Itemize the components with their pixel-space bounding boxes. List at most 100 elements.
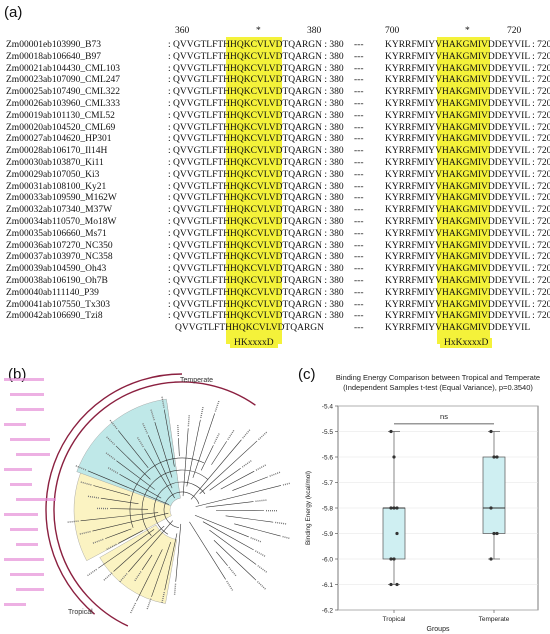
sequence-gap: --- bbox=[354, 193, 364, 204]
sequence-left: : QVVGTLFTHHQKCVLVDTQARGN : 380 bbox=[168, 122, 344, 133]
sequence-right: KYRRFMIYVHAKGMIVDDEYVIL : 720 bbox=[385, 134, 550, 145]
sequence-name: Zm00035ab106660_Ms71 bbox=[6, 228, 107, 239]
tip-label bbox=[177, 424, 180, 437]
sequence-name: Zm00033ab109590_M162W bbox=[6, 193, 117, 204]
leaf-label-mark bbox=[4, 378, 44, 381]
phylogenetic-tree: Temperate Tropical bbox=[4, 373, 290, 627]
sequence-gap: --- bbox=[354, 276, 364, 286]
data-point bbox=[495, 455, 499, 459]
data-point bbox=[395, 582, 399, 587]
sequence-left: : QVVGTLFTHHQKCVLVDTQARGN : 380 bbox=[168, 311, 344, 322]
tree-branch bbox=[234, 523, 281, 537]
tree-internal-arc bbox=[153, 481, 206, 535]
y-tick-label: -5.9 bbox=[322, 531, 334, 538]
x-axis-label: Groups bbox=[427, 626, 450, 633]
sequence-left: : QVVGTLFTHHQKCVLVDTQARGN : 380 bbox=[168, 287, 344, 298]
sequence-gap: --- bbox=[354, 299, 364, 310]
tip-label bbox=[250, 537, 263, 543]
leaf-label-mark bbox=[4, 603, 26, 606]
clade-arc-inner bbox=[45, 373, 183, 615]
sequence-gap: --- bbox=[354, 110, 364, 121]
tip-label bbox=[275, 521, 288, 525]
position-label-700: 700 bbox=[385, 26, 400, 36]
tree-branch bbox=[189, 521, 226, 580]
y-tick-label: -5.4 bbox=[322, 404, 334, 411]
tip-label bbox=[129, 602, 137, 615]
sequence-right: KYRRFMIYVHAKGMIVDDEYVIL : 720 bbox=[385, 264, 550, 275]
tree-branch bbox=[116, 460, 156, 490]
sequence-left: : QVVGTLFTHHQKCVLVDTQARGN : 380 bbox=[168, 110, 344, 121]
data-point bbox=[489, 557, 493, 561]
tree-branch bbox=[136, 549, 163, 602]
consensus-left: QVVGTLFTHHQKCVLVDTQARGN bbox=[175, 323, 325, 334]
tree-branch bbox=[80, 512, 159, 522]
tree-branch bbox=[105, 528, 132, 539]
sequence-gap: --- bbox=[354, 169, 364, 180]
tree-branch bbox=[199, 440, 258, 494]
tip-label bbox=[241, 459, 253, 468]
tree-branch bbox=[202, 521, 254, 551]
leaf-label-mark bbox=[4, 558, 44, 561]
sequence-right: KYRRFMIYVHAKGMIVDDEYVIL : 720 bbox=[385, 276, 550, 286]
sequence-gap: --- bbox=[354, 311, 364, 322]
sequence-name: Zm00039ab104590_Oh43 bbox=[6, 264, 107, 275]
tree-branch bbox=[232, 476, 268, 491]
tree-branch bbox=[93, 485, 131, 496]
sequence-gap: --- bbox=[354, 146, 364, 157]
tree-branch bbox=[211, 441, 227, 465]
sequence-right: KYRRFMIYVHAKGMIVDDEYVIL : 720 bbox=[385, 287, 550, 298]
tree-branch bbox=[87, 470, 170, 505]
data-point bbox=[395, 531, 399, 536]
tree-branch bbox=[113, 525, 165, 572]
motif-label-right: HxKxxxxD bbox=[440, 338, 493, 348]
sequence-left: : QVVGTLFTHHQKCVLVDTQARGN : 380 bbox=[168, 169, 344, 180]
tree-internal-arc bbox=[163, 491, 200, 529]
sequence-name: Zm00020ab104520_CML69 bbox=[6, 122, 116, 133]
tree-branch bbox=[178, 438, 180, 457]
data-point bbox=[392, 455, 396, 459]
tree-branch bbox=[175, 523, 182, 582]
conserved-star-left: * bbox=[256, 26, 261, 36]
sequence-gap: --- bbox=[354, 63, 364, 74]
tree-branch bbox=[119, 473, 162, 499]
tree-branch bbox=[141, 554, 153, 571]
y-tick-label: -5.7 bbox=[322, 480, 334, 487]
sequence-gap: --- bbox=[354, 51, 364, 62]
sequence-left: : QVVGTLFTHHQKCVLVDTQARGN : 380 bbox=[168, 158, 344, 168]
data-point bbox=[489, 506, 493, 510]
tree-branch bbox=[205, 501, 254, 508]
tree-branch bbox=[186, 419, 201, 487]
sequence-gap: --- bbox=[354, 264, 364, 275]
y-axis-label: Binding Energy (kcal/mol) bbox=[305, 471, 312, 545]
sequence-name: Zm00018ab106640_B97 bbox=[6, 51, 101, 62]
tip-label bbox=[146, 598, 152, 611]
box-temperate bbox=[482, 456, 506, 534]
sequence-right: KYRRFMIYVHAKGMIVDDEYVIL : 720 bbox=[385, 240, 550, 251]
position-label-360: 360 bbox=[175, 26, 190, 36]
sequence-right: KYRRFMIYVHAKGMIVDDEYVIL : 720 bbox=[385, 158, 550, 168]
clade-arc-outer bbox=[53, 381, 256, 627]
sequence-gap: --- bbox=[354, 87, 364, 98]
sequence-left: : QVVGTLFTHHQKCVLVDTQARGN : 380 bbox=[168, 75, 344, 86]
tip-label bbox=[228, 566, 238, 577]
tree-branch bbox=[213, 540, 257, 581]
sequence-gap: --- bbox=[354, 134, 364, 145]
leaf-label-mark bbox=[16, 588, 44, 591]
tree-branch bbox=[110, 508, 149, 510]
sequence-gap: --- bbox=[354, 75, 364, 86]
tip-label bbox=[187, 414, 190, 427]
sequence-right: KYRRFMIYVHAKGMIVDDEYVIL : 720 bbox=[385, 193, 550, 204]
temperate-label: Temperate bbox=[180, 377, 213, 384]
y-tick-label: -5.5 bbox=[322, 429, 334, 436]
tree-branch bbox=[163, 409, 175, 467]
sequence-right: KYRRFMIYVHAKGMIVDDEYVIL : 720 bbox=[385, 110, 550, 121]
tip-label bbox=[257, 565, 268, 574]
tree-branch bbox=[195, 485, 282, 507]
sequence-name: Zm00041ab107550_Tx303 bbox=[6, 299, 110, 310]
data-point bbox=[392, 506, 396, 510]
tree-branch bbox=[128, 520, 174, 573]
sequence-right: KYRRFMIYVHAKGMIVDDEYVIL : 720 bbox=[385, 217, 550, 227]
sequence-gap: --- bbox=[354, 158, 364, 168]
y-tick-label: -6.2 bbox=[322, 608, 334, 615]
tip-label bbox=[86, 495, 99, 499]
